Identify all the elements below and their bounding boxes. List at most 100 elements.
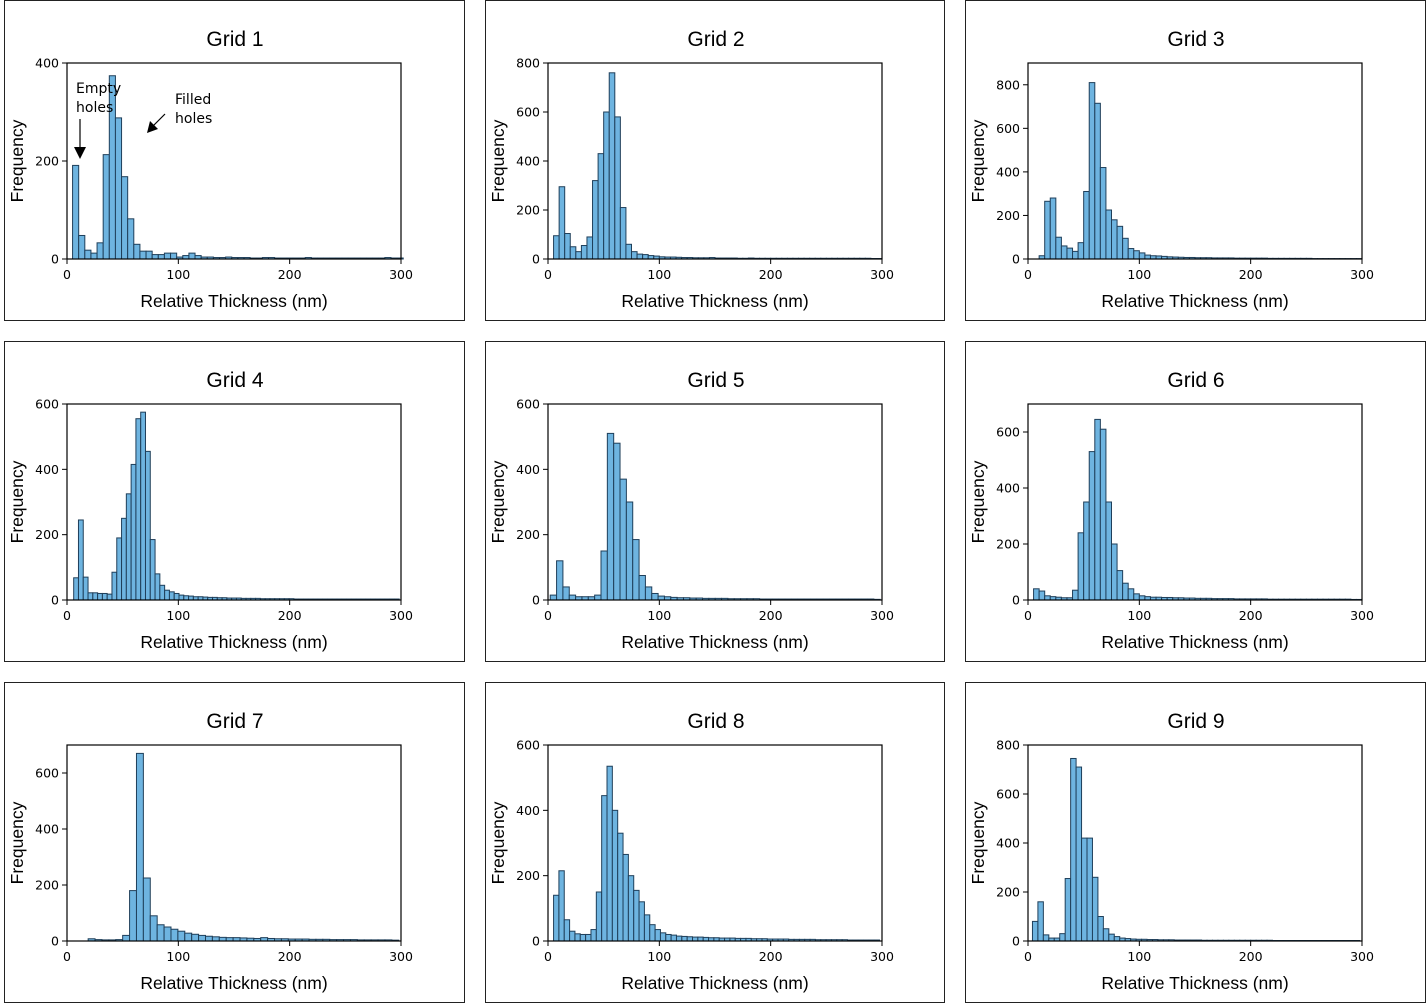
- histogram-bar: [111, 571, 118, 601]
- y-axis-label: Frequency: [968, 460, 988, 543]
- histogram-bar: [159, 584, 166, 601]
- histogram-bar: [681, 935, 688, 942]
- x-tick-label: 100: [647, 608, 671, 623]
- histogram-bar: [556, 560, 564, 601]
- histogram-bar: [1044, 595, 1051, 601]
- histogram-bar: [636, 253, 644, 260]
- chart-panel-grid-4: Grid 4 0 200 400 600 0 100 200 300 Relative Thick…: [4, 341, 465, 662]
- y-tick-label: 400: [996, 481, 1020, 496]
- chart-panel-grid-3: Grid 3 0 200 400 600 800 0 100 200 300 Relative Th…: [965, 0, 1426, 321]
- histogram-bar: [1091, 876, 1099, 942]
- chart-panel-grid-5: Grid 5 0 200 400 600 0 100 200 300 Relative Thick…: [485, 341, 945, 662]
- x-tick-label: 100: [647, 949, 671, 964]
- x-tick-label: 300: [389, 267, 413, 282]
- y-tick-label: 400: [516, 154, 540, 169]
- y-tick-label: 200: [35, 154, 59, 169]
- histogram-bar: [102, 154, 110, 260]
- histogram-svg: Grid 8 0 200 400 600 0 100 200 300 Relative Thick…: [488, 710, 894, 993]
- histogram-bar: [1075, 766, 1083, 942]
- histogram-svg: Grid 5 0 200 400 600 0 100 200 300 Relative Thick…: [488, 369, 894, 652]
- histogram-bar: [1037, 901, 1044, 942]
- histogram-bar: [601, 795, 608, 942]
- histogram-bar: [1102, 928, 1110, 942]
- histogram-bar: [1042, 934, 1050, 942]
- histogram-bar: [633, 889, 640, 942]
- histogram-bar: [632, 539, 640, 601]
- x-tick-label: 200: [278, 949, 302, 964]
- x-axis-label: Relative Thickness (nm): [140, 973, 327, 993]
- histogram-bar: [1116, 225, 1124, 260]
- histogram-bar: [1059, 933, 1066, 942]
- histogram-bar: [619, 478, 627, 601]
- histogram-bar: [130, 463, 137, 601]
- histogram-bar: [121, 176, 129, 260]
- chart-panel-grid-7: Grid 7 0 200 400 600 0 100 200 300 Relative Thick…: [4, 682, 465, 1003]
- histogram-bar: [579, 933, 587, 942]
- histogram-bar: [163, 926, 172, 942]
- histogram-bar: [625, 501, 634, 601]
- histogram-bar: [563, 919, 571, 942]
- histogram-bar: [1133, 250, 1140, 260]
- histogram-bar: [140, 411, 146, 601]
- x-tick-label: 200: [759, 267, 783, 282]
- histogram-bar: [564, 233, 571, 260]
- histogram-bar: [622, 853, 629, 942]
- histogram-bar: [1094, 418, 1101, 601]
- y-tick-label: 0: [1012, 934, 1020, 949]
- x-tick-label: 300: [389, 608, 413, 623]
- x-axis-label: Relative Thickness (nm): [1101, 632, 1288, 652]
- x-axis-label: Relative Thickness (nm): [1101, 973, 1288, 993]
- histogram-bar: [590, 929, 597, 942]
- histogram-bar: [78, 234, 86, 260]
- histogram-bar: [1108, 933, 1115, 942]
- histogram-bar: [1099, 167, 1107, 260]
- histogram-bar: [586, 236, 594, 260]
- histogram-bar: [133, 243, 141, 260]
- x-tick-label: 100: [1127, 949, 1151, 964]
- y-tick-label: 200: [996, 208, 1020, 223]
- histogram-bar: [184, 932, 193, 942]
- histogram-bar: [1088, 82, 1096, 260]
- histogram-bar: [204, 935, 213, 942]
- y-axis-label: Frequency: [968, 119, 988, 202]
- histogram-bar: [568, 594, 577, 601]
- histogram-bar: [168, 591, 175, 601]
- chart-panel-grid-2: Grid 2 0 200 400 600 800 0 100 200 300 Relative Th…: [485, 0, 945, 321]
- y-tick-label: 400: [996, 836, 1020, 851]
- histogram-bar: [77, 519, 84, 601]
- histogram-bar: [97, 592, 103, 601]
- histogram-bar: [163, 252, 172, 260]
- x-tick-label: 300: [1350, 949, 1374, 964]
- histogram-bar: [608, 72, 616, 260]
- histogram-bar: [156, 924, 165, 942]
- annotation-empty-holes: Empty holes: [76, 81, 121, 116]
- y-tick-label: 0: [532, 934, 540, 949]
- histogram-bar: [606, 432, 615, 601]
- histogram-bar: [654, 929, 661, 942]
- y-axis-label: Frequency: [7, 119, 27, 202]
- x-tick-label: 300: [870, 608, 894, 623]
- histogram-bar: [1116, 570, 1124, 601]
- chart-title: Grid 4: [206, 369, 264, 392]
- histogram-bar: [106, 593, 113, 601]
- histogram-bar: [644, 586, 653, 601]
- histogram-bar: [73, 577, 79, 601]
- y-tick-label: 200: [516, 868, 540, 883]
- y-tick-label: 400: [35, 462, 59, 477]
- histogram-bar: [553, 235, 560, 260]
- y-tick-label: 200: [35, 527, 59, 542]
- histogram-svg: Grid 6 0 200 400 600 0 100 200 300 Relative Thick…: [968, 369, 1374, 652]
- chart-panel-grid-8: Grid 8 0 200 400 600 0 100 200 300 Relative Thick…: [485, 682, 945, 1003]
- y-tick-label: 600: [516, 738, 540, 753]
- histogram-bar: [149, 539, 156, 601]
- x-tick-label: 300: [1350, 267, 1374, 282]
- plot-frame: [547, 744, 883, 942]
- x-tick-label: 300: [870, 267, 894, 282]
- histogram-bar: [87, 592, 94, 601]
- histogram-bar: [651, 592, 659, 601]
- y-tick-label: 600: [35, 397, 59, 412]
- plot-frame: [66, 744, 402, 942]
- y-tick-label: 200: [996, 537, 1020, 552]
- histogram-bar: [1088, 451, 1096, 601]
- plot-frame: [1027, 62, 1363, 260]
